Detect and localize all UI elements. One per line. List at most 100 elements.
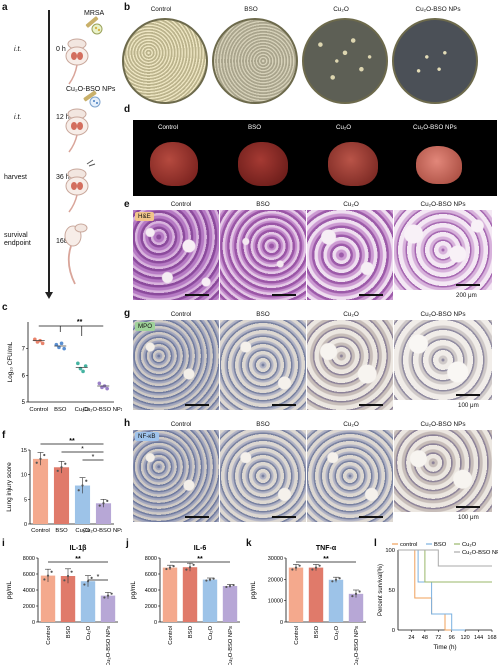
y-tick-label: 8000 (145, 556, 157, 562)
significance-label: ** (197, 556, 203, 563)
y-tick-label: 5 (24, 497, 27, 503)
significance-label: ** (77, 319, 83, 326)
bar (348, 593, 364, 622)
panel-label-b: b (124, 2, 131, 13)
lung-header-cu2o: Cu₂O (336, 124, 352, 131)
data-point (43, 578, 46, 581)
data-point (294, 566, 298, 569)
bar (202, 579, 218, 622)
y-tick-label: 6000 (23, 572, 35, 578)
data-point (103, 596, 106, 599)
data-point (60, 466, 63, 469)
he-header-bso: BSO (256, 201, 270, 208)
data-point (63, 579, 66, 582)
he-image-np (394, 210, 492, 290)
y-axis-label: Log₁₀ CFU/mL (7, 341, 14, 382)
y-tick-label: 20000 (268, 577, 283, 583)
bar (95, 503, 112, 524)
bar (222, 586, 238, 622)
x-tick-label: Control (168, 626, 174, 645)
bar (100, 595, 116, 622)
x-tick-label: Cu₂O-BSO NPs (106, 626, 112, 665)
bar (328, 579, 344, 622)
bar (80, 581, 96, 622)
chart-i-il1b: 0 2000 4000 6000 8000 pg/mL IL-1β Control BSO Cu₂… (6, 545, 118, 665)
y-axis-label: pg/mL (130, 581, 137, 599)
bar (74, 485, 91, 524)
scale-bar (185, 404, 209, 406)
lung-specimen-control (150, 142, 198, 186)
data-point (76, 361, 80, 366)
data-point (168, 566, 172, 569)
agar-plate-control (122, 18, 208, 104)
data-point (86, 580, 90, 583)
chart-title: IL-1β (70, 545, 87, 552)
data-point (165, 567, 168, 571)
significance-label: ** (75, 556, 81, 563)
panel-label-f: f (2, 430, 6, 441)
data-point (81, 484, 84, 487)
data-point (39, 457, 42, 460)
data-point (318, 564, 321, 567)
legend-label: BSO (434, 542, 447, 548)
he-header-np: Cu₂O-BSO NPs (420, 201, 466, 208)
legend-label: Cu₂O (462, 542, 477, 548)
mouse-illustrations (64, 16, 103, 285)
nfkb-header-bso: BSO (256, 421, 270, 428)
y-axis-label: pg/mL (250, 581, 257, 599)
y-tick-label: 100 (385, 548, 395, 554)
timeline-arrowhead (45, 292, 53, 299)
mpo-stain-tag: MPO (135, 322, 156, 331)
y-tick-label: 5 (22, 400, 26, 406)
agar-plate-np (392, 18, 478, 104)
data-point (208, 578, 212, 581)
bar (162, 567, 178, 622)
mpo-header-cu2o: Cu₂O (343, 311, 359, 318)
mpo-image-cu2o (307, 320, 393, 410)
timeline-time-0: 0 h (56, 46, 66, 53)
nfkb-image-bso (220, 430, 306, 522)
scale-bar (359, 294, 383, 296)
data-point (105, 386, 109, 391)
panel-label-h: h (124, 418, 131, 429)
data-point (291, 568, 294, 571)
data-point (185, 568, 188, 571)
nfkb-header-cu2o: Cu₂O (343, 421, 359, 428)
np-label: Cu₂O-BSO NPs (66, 86, 116, 93)
x-tick-label: 48 (422, 635, 428, 641)
x-tick-label: BSO (314, 626, 320, 639)
nfkb-header-control: Control (170, 421, 192, 428)
survival-line (398, 549, 492, 567)
data-point (85, 479, 88, 482)
x-tick-label: 96 (449, 635, 455, 641)
panel-label-d: d (124, 104, 131, 115)
timeline-time-2: 36 h (56, 174, 70, 181)
mpo-header-bso: BSO (256, 311, 270, 318)
x-tick-label: Control (29, 407, 48, 413)
data-point (40, 341, 45, 346)
syringe-icon (85, 16, 103, 35)
data-point (97, 381, 102, 386)
panel-label-l: l (374, 538, 377, 549)
chart-title: IL-6 (194, 545, 207, 552)
mouse-icon (65, 38, 89, 85)
y-tick-label: 50 (389, 588, 395, 594)
x-tick-label: Cu₂O-BSO NPs (83, 407, 122, 413)
x-tick-label: BSO (55, 528, 68, 534)
x-tick-label: Control (46, 626, 52, 645)
scale-bar (185, 294, 209, 296)
data-point (334, 578, 338, 581)
timeline-route-1: i.t. (14, 114, 22, 121)
x-tick-label: 24 (408, 635, 414, 641)
data-point (106, 499, 109, 503)
bar (288, 567, 304, 622)
lung-header-np: Cu₂O-BSO NPs (413, 124, 457, 131)
data-point (43, 453, 46, 457)
scalebar-label-h: 100 μm (458, 514, 479, 521)
np-syringe-icon (83, 90, 101, 108)
bar (60, 576, 76, 622)
data-point (77, 489, 80, 492)
y-axis-label: Lung injury score (6, 462, 13, 512)
y-tick-label: 30000 (268, 556, 283, 562)
bar (53, 467, 70, 524)
